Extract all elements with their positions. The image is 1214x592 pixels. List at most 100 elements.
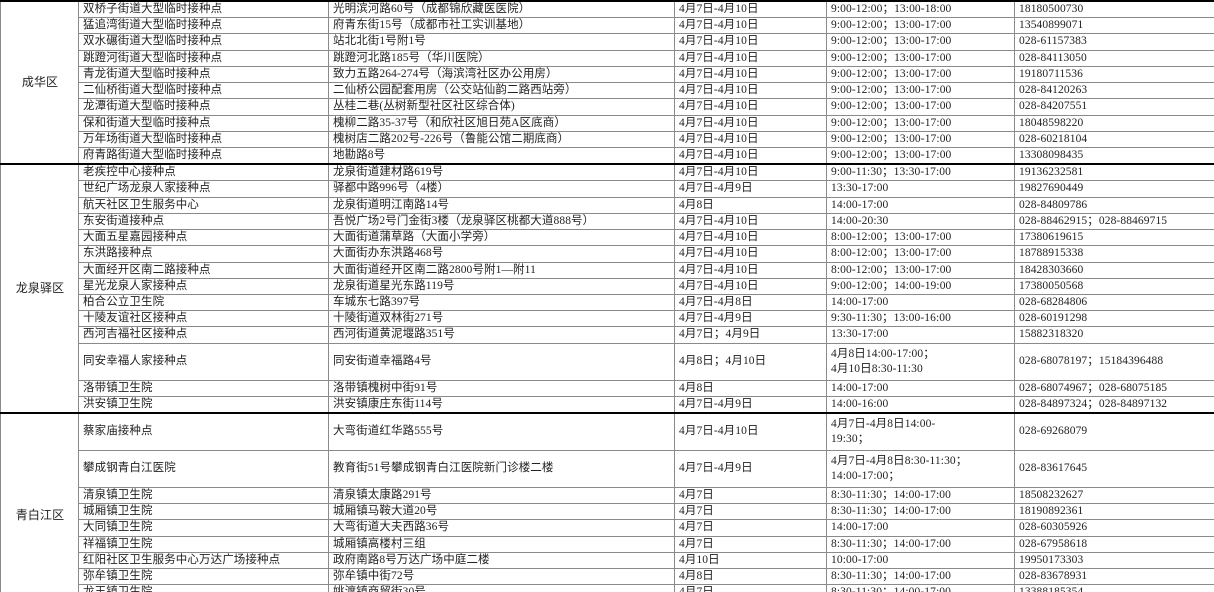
open-date-cell[interactable]: 4月7日-4月10日 [674, 229, 827, 247]
open-time-cell[interactable]: 9:00-12:00；13:00-17:00 [826, 17, 1015, 35]
phone-cell[interactable]: 19950173303 [1014, 551, 1214, 570]
open-time-cell[interactable]: 13:30-17:00 [826, 180, 1015, 198]
open-date-cell[interactable]: 4月7日-4月10日 [674, 82, 827, 100]
address-cell[interactable]: 二仙桥公园配套用房（公交站仙韵二路西站旁） [328, 82, 675, 100]
open-date-cell[interactable]: 4月7日-4月10日 [674, 245, 827, 263]
open-date-cell[interactable]: 4月7日-4月10日 [674, 261, 827, 279]
table-row[interactable]: 同安幸福人家接种点 同安街道幸福路4号 4月8日；4月10日 4月8日14:00-17… [1, 342, 1214, 381]
phone-cell[interactable]: 028-84897324；028-84897132 [1014, 395, 1214, 415]
phone-cell[interactable]: 19136232581 [1014, 163, 1214, 182]
table-row[interactable]: 跳蹬河街道大型临时接种点 跳蹬河北路185号（华川医院） 4月7日-4月10日 9:0… [1, 49, 1214, 67]
phone-cell[interactable]: 028-83617645 [1014, 450, 1214, 489]
address-cell[interactable]: 站北北街1号附1号 [328, 33, 675, 51]
open-date-cell[interactable]: 4月7日-4月10日 [674, 49, 827, 67]
table-row[interactable]: 龙泉驿区 老疾控中心接种点 龙泉街道建材路619号 4月7日-4月10日 9:00-11… [0, 163, 1214, 414]
phone-cell[interactable]: 028-61157383 [1014, 33, 1214, 51]
phone-cell[interactable]: 028-84120263 [1014, 82, 1214, 100]
address-cell[interactable]: 龙泉街道建材路619号 [328, 163, 675, 182]
table-row[interactable]: 猛追湾街道大型临时接种点 府青东街15号（成都市社工实训基地） 4月7日-4月10日… [1, 17, 1214, 35]
address-cell[interactable]: 大面街道经开区南二路2800号附1—附11 [328, 261, 675, 279]
open-date-cell[interactable]: 4月7日；4月9日 [674, 326, 827, 344]
phone-cell[interactable]: 19827690449 [1014, 180, 1214, 198]
site-name-cell[interactable]: 保和街道大型临时接种点 [78, 114, 329, 132]
site-name-cell[interactable]: 城厢镇卫生院 [78, 503, 329, 521]
site-name-cell[interactable]: 青龙街道大型临时接种点 [78, 65, 329, 84]
phone-cell[interactable]: 18428303660 [1014, 261, 1214, 279]
site-name-cell[interactable]: 洪安镇卫生院 [78, 395, 329, 415]
table-row[interactable]: 龙潭街道大型临时接种点 丛桂二巷(丛树新型社区社区综合体) 4月7日-4月10日 9:… [1, 98, 1214, 116]
address-cell[interactable]: 光明滨河路60号（成都锦欣藏医医院） [328, 0, 675, 19]
table-row[interactable]: 航天社区卫生服务中心 龙泉街道明江南路14号 4月8日 14:00-17:00 028-… [1, 196, 1214, 214]
open-date-cell[interactable]: 4月7日-4月8日 [674, 293, 827, 312]
open-date-cell[interactable]: 4月7日-4月9日 [674, 310, 827, 328]
table-row[interactable]: 成华区 双桥子街道大型临时接种点 光明滨河路60号（成都锦欣藏医医院） 4月7日-4月… [0, 0, 1214, 165]
address-cell[interactable]: 同安街道幸福路4号 [328, 342, 675, 381]
address-cell[interactable]: 大面街道蒲草路（大面小学旁） [328, 229, 675, 247]
open-time-cell[interactable]: 8:00-12:00；13:00-17:00 [826, 245, 1015, 263]
address-cell[interactable]: 洛带镇槐树中街91号 [328, 379, 675, 397]
open-time-cell[interactable]: 9:30-11:30；13:00-16:00 [826, 310, 1015, 328]
open-time-cell[interactable]: 8:00-12:00；13:00-17:00 [826, 229, 1015, 247]
site-name-cell[interactable]: 清泉镇卫生院 [78, 487, 329, 505]
address-cell[interactable]: 大弯街道大夫西路36号 [328, 519, 675, 537]
address-cell[interactable]: 跳蹬河北路185号（华川医院） [328, 49, 675, 67]
address-cell[interactable]: 龙泉街道星光东路119号 [328, 277, 675, 295]
open-date-cell[interactable]: 4月7日-4月10日 [674, 412, 827, 452]
table-row[interactable]: 攀成钢青白江医院 教育街51号攀成钢青白江医院新门诊楼二楼 4月7日-4月9日 4月7… [1, 450, 1214, 489]
open-date-cell[interactable]: 4月7日 [674, 487, 827, 505]
open-time-cell[interactable]: 8:30-11:30；14:00-17:00 [826, 535, 1015, 553]
open-date-cell[interactable]: 4月7日-4月9日 [674, 450, 827, 489]
address-cell[interactable]: 地勘路8号 [328, 146, 675, 166]
table-row[interactable]: 大面五星嘉园接种点 大面街道蒲草路（大面小学旁） 4月7日-4月10日 8:00-12… [1, 229, 1214, 247]
table-row[interactable]: 青龙街道大型临时接种点 致力五路264-274号（海滨湾社区办公用房） 4月7日-4… [1, 65, 1214, 84]
phone-cell[interactable]: 17380050568 [1014, 277, 1214, 295]
phone-cell[interactable]: 028-88462915；028-88469715 [1014, 212, 1214, 231]
phone-cell[interactable]: 18508232627 [1014, 487, 1214, 505]
open-time-cell[interactable]: 9:00-12:00；13:00-17:00 [826, 65, 1015, 84]
table-row[interactable]: 府青路街道大型临时接种点 地勘路8号 4月7日-4月10日 9:00-12:00；13… [1, 146, 1214, 166]
phone-cell[interactable]: 18048598220 [1014, 114, 1214, 132]
site-name-cell[interactable]: 同安幸福人家接种点 [78, 342, 329, 381]
site-name-cell[interactable]: 大面经开区南二路接种点 [78, 261, 329, 279]
table-row[interactable]: 弥牟镇卫生院 弥牟镇中街72号 4月8日 8:30-11:30；14:00-17:00… [1, 568, 1214, 586]
phone-cell[interactable]: 028-60218104 [1014, 130, 1214, 148]
table-row[interactable]: 万年场街道大型临时接种点 槐树店二路202号-226号（鲁能公馆二期底商） 4月7日… [1, 130, 1214, 148]
open-date-cell[interactable]: 4月7日-4月9日 [674, 395, 827, 415]
table-row[interactable]: 青白江区 蔡家庙接种点 大弯街道红华路555号 4月7日-4月10日 4月7日-4月8日… [0, 412, 1214, 592]
table-row[interactable]: 世纪广场龙泉人家接种点 驿都中路996号（4楼） 4月7日-4月9日 13:30-17… [1, 180, 1214, 198]
address-cell[interactable]: 丛桂二巷(丛树新型社区社区综合体) [328, 98, 675, 116]
site-name-cell[interactable]: 跳蹬河街道大型临时接种点 [78, 49, 329, 67]
site-name-cell[interactable]: 祥福镇卫生院 [78, 535, 329, 553]
open-date-cell[interactable]: 4月7日-4月9日 [674, 180, 827, 198]
site-name-cell[interactable]: 二仙桥街道大型临时接种点 [78, 82, 329, 100]
phone-cell[interactable]: 17380619615 [1014, 229, 1214, 247]
phone-cell[interactable]: 028-84207551 [1014, 98, 1214, 116]
district-cell[interactable]: 龙泉驿区 [0, 163, 79, 414]
table-row[interactable]: 双水碾街道大型临时接种点 站北北街1号附1号 4月7日-4月10日 9:00-12:0… [1, 33, 1214, 51]
site-name-cell[interactable]: 红阳社区卫生服务中心万达广场接种点 [78, 551, 329, 570]
phone-cell[interactable]: 028-60305926 [1014, 519, 1214, 537]
address-cell[interactable]: 驿都中路996号（4楼） [328, 180, 675, 198]
site-name-cell[interactable]: 弥牟镇卫生院 [78, 568, 329, 586]
site-name-cell[interactable]: 万年场街道大型临时接种点 [78, 130, 329, 148]
phone-cell[interactable]: 028-84809786 [1014, 196, 1214, 214]
address-cell[interactable]: 城厢镇高楼村三组 [328, 535, 675, 553]
site-name-cell[interactable]: 双桥子街道大型临时接种点 [78, 0, 329, 19]
open-time-cell[interactable]: 14:00-16:00 [826, 395, 1015, 415]
address-cell[interactable]: 致力五路264-274号（海滨湾社区办公用房） [328, 65, 675, 84]
site-name-cell[interactable]: 大面五星嘉园接种点 [78, 229, 329, 247]
site-name-cell[interactable]: 星光龙泉人家接种点 [78, 277, 329, 295]
open-date-cell[interactable]: 4月7日-4月10日 [674, 212, 827, 231]
site-name-cell[interactable]: 老疾控中心接种点 [78, 163, 329, 182]
open-time-cell[interactable]: 9:00-12:00；13:00-17:00 [826, 114, 1015, 132]
site-name-cell[interactable]: 东安街道接种点 [78, 212, 329, 231]
address-cell[interactable]: 政府南路8号万达广场中庭二楼 [328, 551, 675, 570]
table-row[interactable]: 柏合公立卫生院 车城东七路397号 4月7日-4月8日 14:00-17:00 028-… [1, 293, 1214, 312]
site-name-cell[interactable]: 航天社区卫生服务中心 [78, 196, 329, 214]
open-time-cell[interactable]: 14:00-17:00 [826, 196, 1015, 214]
open-date-cell[interactable]: 4月8日 [674, 379, 827, 397]
open-date-cell[interactable]: 4月7日-4月10日 [674, 98, 827, 116]
open-time-cell[interactable]: 9:00-12:00；13:00-17:00 [826, 146, 1015, 166]
site-name-cell[interactable]: 攀成钢青白江医院 [78, 450, 329, 489]
table-row[interactable]: 二仙桥街道大型临时接种点 二仙桥公园配套用房（公交站仙韵二路西站旁） 4月7日-4月… [1, 82, 1214, 100]
